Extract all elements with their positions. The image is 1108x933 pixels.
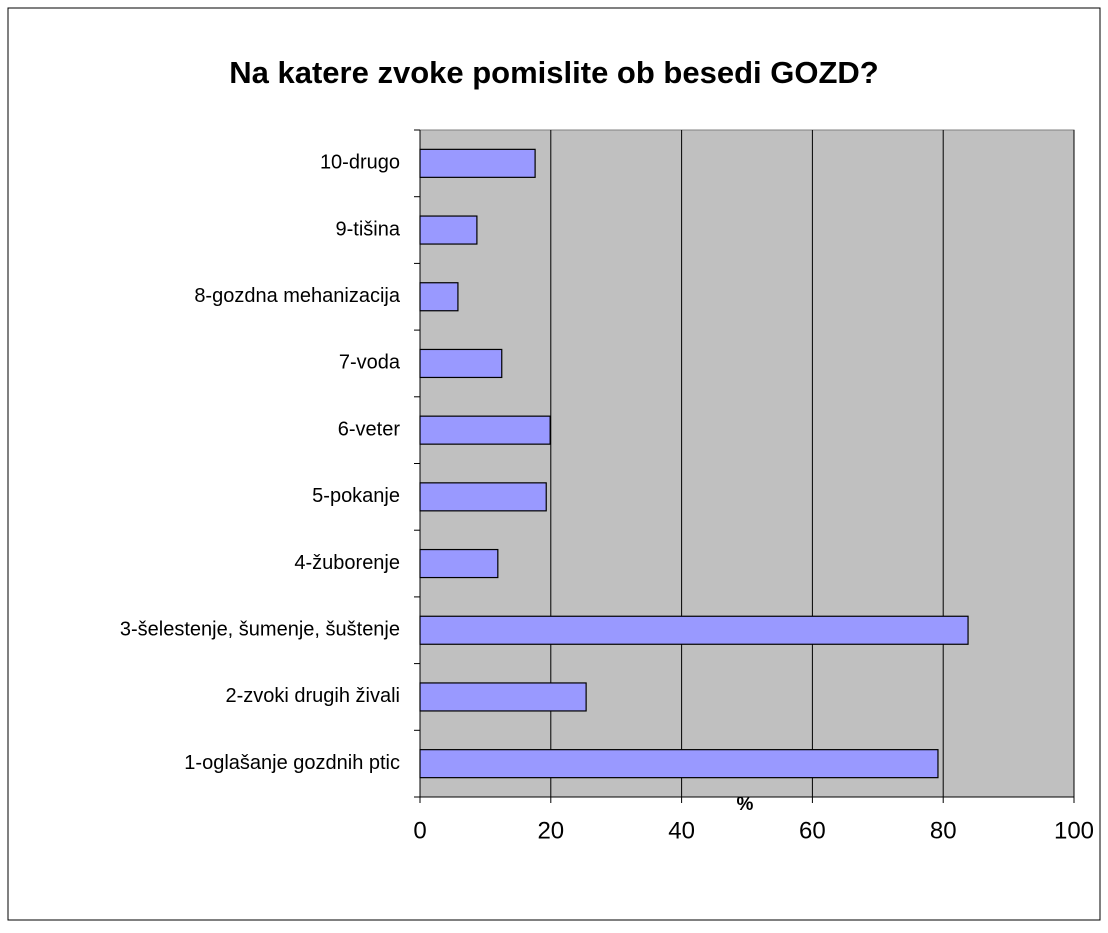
y-tick-label: 8-gozdna mehanizacija [194, 285, 401, 307]
bar [419, 415, 551, 445]
bar [419, 148, 536, 178]
x-tick-label: 0 [413, 817, 426, 844]
bar [419, 215, 478, 245]
bar [419, 348, 503, 379]
chart-title: Na katere zvoke pomislite ob besedi GOZD… [229, 55, 878, 90]
x-tick-label: 20 [537, 817, 564, 844]
y-tick-label: 3-šelestenje, šumenje, šuštenje [120, 619, 400, 641]
bar [419, 615, 969, 645]
y-tick-label: 7-voda [339, 352, 401, 374]
y-tick-label: 9-tišina [336, 218, 401, 240]
y-tick-label: 2-zvoki drugih živali [225, 685, 400, 707]
y-tick-label: 5-pokanje [312, 485, 400, 507]
x-tick-label: 60 [799, 817, 826, 844]
bar [419, 282, 459, 312]
bar [419, 749, 939, 779]
y-tick-label: 4-žuborenje [294, 552, 400, 574]
x-tick-label: 80 [930, 817, 957, 844]
y-tick-label: 10-drugo [320, 152, 400, 174]
x-tick-label: 40 [668, 817, 695, 844]
bar [419, 548, 499, 579]
x-tick-label: 100 [1054, 817, 1094, 844]
bar [419, 682, 587, 712]
x-axis-label: % [737, 794, 754, 815]
y-tick-label: 1-oglašanje gozdnih ptic [184, 752, 400, 774]
bar [419, 482, 547, 512]
y-tick-label: 6-veter [338, 418, 401, 440]
